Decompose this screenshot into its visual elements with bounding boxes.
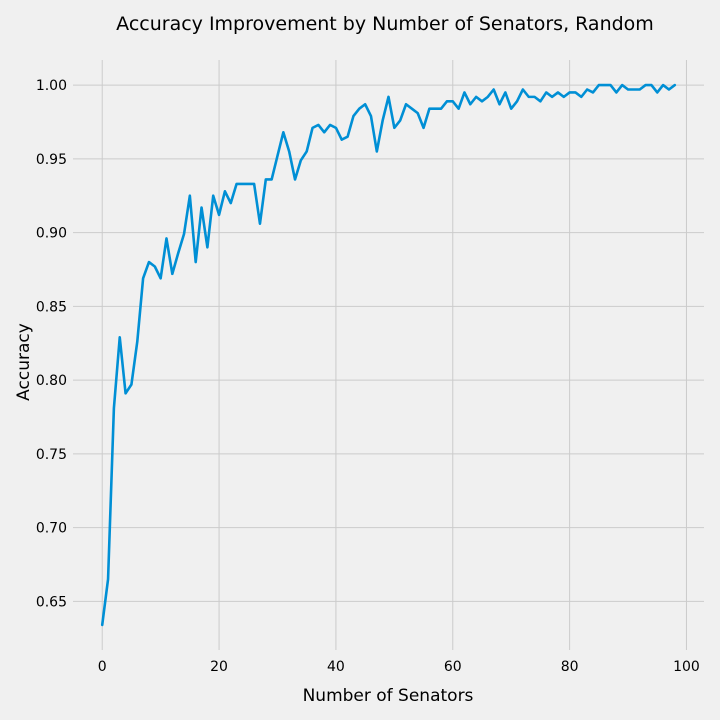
y-tick-label: 0.65 bbox=[36, 594, 67, 610]
y-gridlines bbox=[73, 84, 704, 602]
x-axis-label: Number of Senators bbox=[303, 686, 474, 706]
y-tick-label: 0.85 bbox=[36, 299, 67, 315]
x-tick-label: 60 bbox=[444, 659, 462, 675]
y-tick-label: 0.80 bbox=[36, 373, 67, 389]
series-group bbox=[100, 83, 677, 627]
x-tick-labels: 0 20 40 60 80 100 bbox=[98, 659, 700, 675]
x-tick-label: 40 bbox=[327, 659, 345, 675]
y-tick-labels: 0.65 0.70 0.75 0.80 0.85 0.90 0.95 1.00 bbox=[36, 78, 67, 610]
x-tick-label: 100 bbox=[673, 659, 700, 675]
y-tick-label: 0.90 bbox=[36, 226, 67, 242]
chart-title: Accuracy Improvement by Number of Senato… bbox=[116, 13, 654, 35]
y-tick-label: 0.70 bbox=[36, 521, 67, 537]
y-tick-label: 1.00 bbox=[36, 78, 67, 94]
series-line bbox=[100, 83, 677, 627]
x-tick-label: 80 bbox=[561, 659, 579, 675]
x-tick-label: 0 bbox=[98, 659, 107, 675]
y-tick-label: 0.95 bbox=[36, 152, 67, 168]
y-tick-label: 0.75 bbox=[36, 447, 67, 463]
y-axis-label: Accuracy bbox=[14, 323, 34, 401]
x-tick-label: 20 bbox=[210, 659, 228, 675]
